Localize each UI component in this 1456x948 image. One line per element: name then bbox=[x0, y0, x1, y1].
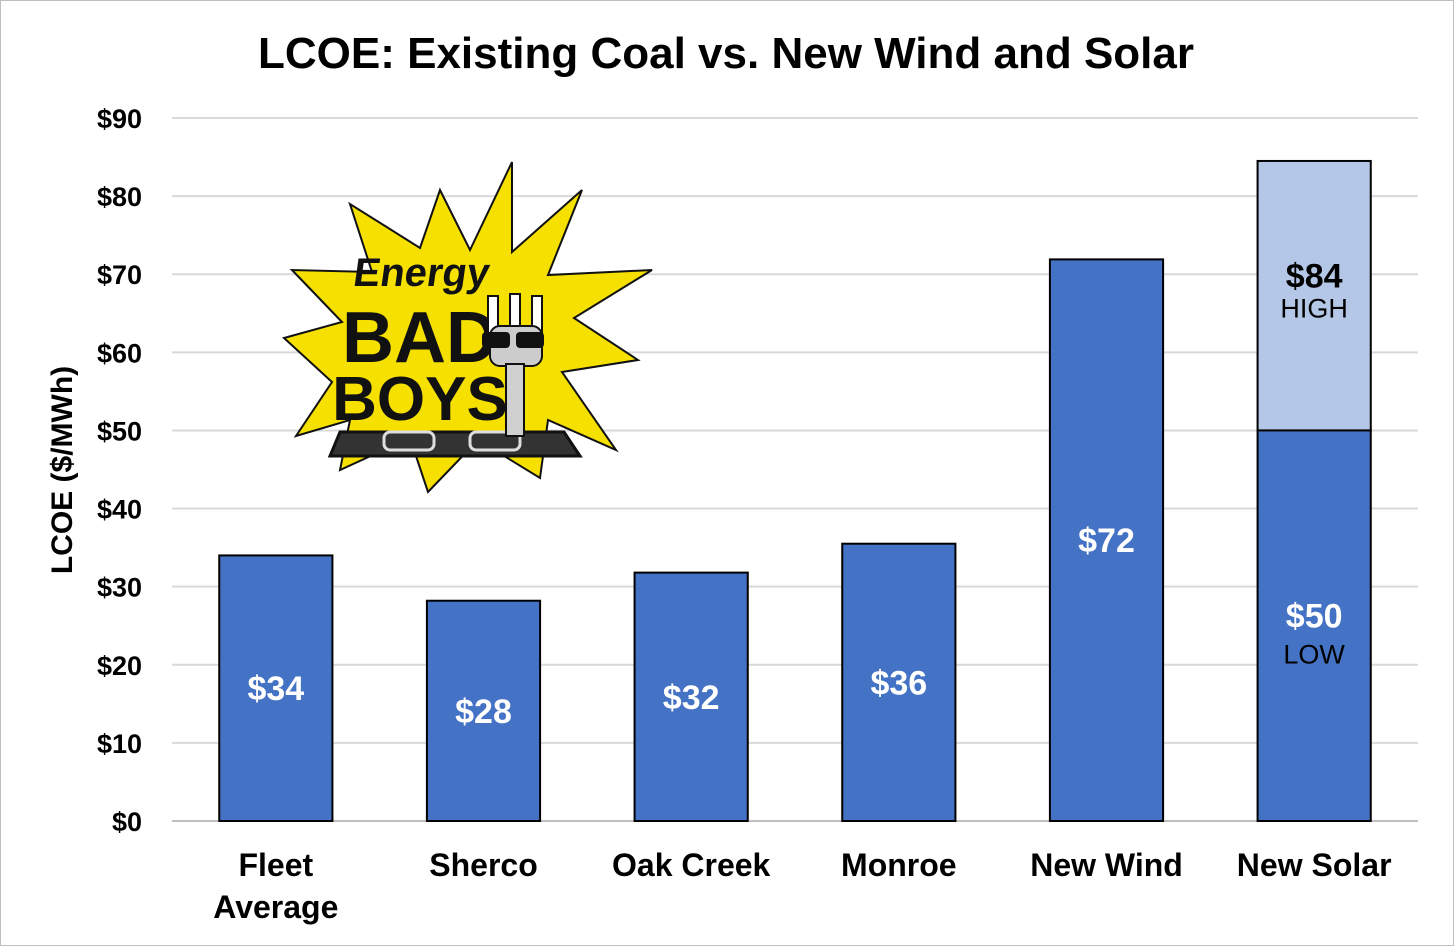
outlet-icon bbox=[327, 430, 583, 458]
data-label: $32 bbox=[663, 679, 720, 717]
y-tick-label: $70 bbox=[97, 260, 142, 290]
data-label: $36 bbox=[870, 664, 927, 702]
x-tick-label: New Wind bbox=[1030, 847, 1183, 883]
y-tick-label: $10 bbox=[97, 729, 142, 759]
gridlines bbox=[172, 117, 1418, 822]
data-sublabel-high: HIGH bbox=[1280, 294, 1348, 324]
y-tick-labels: $0 $10 $20 $30 $40 $50 $60 $70 $80 $90 bbox=[97, 104, 142, 837]
y-tick-label: $20 bbox=[97, 651, 142, 681]
data-label: $50 bbox=[1286, 598, 1343, 636]
x-tick-labels: Fleet Average Sherco Oak Creek Monroe New Win… bbox=[213, 847, 1391, 925]
y-tick-label: $60 bbox=[97, 338, 142, 368]
y-tick-label: $30 bbox=[97, 573, 142, 603]
x-tick-label: Monroe bbox=[841, 847, 957, 883]
bar bbox=[1256, 429, 1372, 822]
y-tick-label: $90 bbox=[97, 104, 142, 134]
logo-word-middle: BAD bbox=[342, 298, 498, 378]
data-label: $28 bbox=[455, 693, 512, 731]
bar-high-segment bbox=[1256, 159, 1372, 432]
x-tick-label: Sherco bbox=[429, 847, 537, 883]
chart-title: LCOE: Existing Coal vs. New Wind and Sol… bbox=[258, 29, 1194, 78]
y-tick-label: $50 bbox=[97, 416, 142, 446]
bar bbox=[841, 542, 957, 822]
outlet-socket-icon bbox=[382, 430, 436, 452]
bar bbox=[218, 554, 334, 823]
data-sublabel-low: LOW bbox=[1283, 640, 1345, 670]
x-tick-label: Average bbox=[213, 889, 338, 925]
y-tick-label: $80 bbox=[97, 182, 142, 212]
bar bbox=[633, 571, 749, 823]
logo-word-bottom: BOYS bbox=[332, 365, 508, 434]
x-tick-label: Oak Creek bbox=[612, 847, 771, 883]
bar bbox=[1048, 258, 1165, 822]
y-tick-label: $0 bbox=[112, 807, 142, 837]
logo-word-top: Energy bbox=[351, 250, 494, 295]
outlet-socket-icon bbox=[468, 430, 522, 452]
data-label-high: $84 bbox=[1286, 258, 1343, 296]
energy-bad-boys-logo: Energy BAD BOYS bbox=[281, 161, 653, 494]
plug-with-sunglasses-icon bbox=[482, 293, 544, 437]
bars bbox=[218, 159, 1372, 823]
x-tick-label: New Solar bbox=[1237, 847, 1392, 883]
x-tick-label: Fleet bbox=[238, 847, 313, 883]
bar bbox=[425, 599, 542, 823]
y-tick-label: $40 bbox=[97, 495, 142, 525]
data-label: $34 bbox=[247, 670, 304, 708]
y-axis-label: LCOE ($/MWh) bbox=[46, 366, 79, 574]
data-label: $72 bbox=[1078, 522, 1135, 560]
